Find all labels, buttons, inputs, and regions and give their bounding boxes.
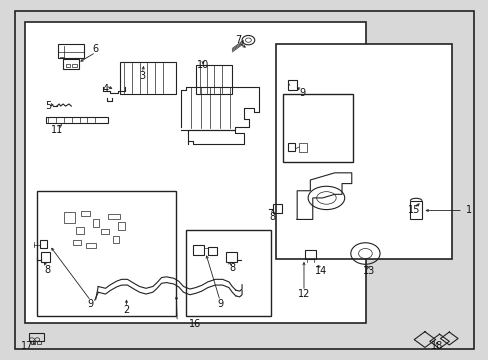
Text: 9: 9 <box>298 88 305 98</box>
Text: 2: 2 <box>123 305 129 315</box>
Bar <box>41 252 50 262</box>
Text: 13: 13 <box>362 266 374 276</box>
Text: 1: 1 <box>465 206 471 216</box>
Text: 18: 18 <box>430 341 442 351</box>
Text: 7: 7 <box>235 35 241 45</box>
Text: 8: 8 <box>269 212 275 221</box>
Bar <box>73 240 81 244</box>
Bar <box>276 44 451 259</box>
Bar <box>120 62 176 94</box>
Text: 5: 5 <box>45 102 52 112</box>
Bar <box>118 222 124 230</box>
Bar <box>207 247 216 255</box>
Text: 8: 8 <box>44 265 50 275</box>
Bar <box>282 94 352 162</box>
Text: 12: 12 <box>297 289 309 299</box>
Text: 3: 3 <box>139 71 145 81</box>
Bar <box>29 333 43 341</box>
Bar <box>37 191 176 316</box>
Bar <box>40 240 47 248</box>
Bar <box>37 341 41 343</box>
Bar <box>25 22 366 323</box>
Bar <box>409 201 421 220</box>
Bar <box>272 204 281 213</box>
Text: 8: 8 <box>229 263 235 273</box>
Text: 16: 16 <box>188 319 201 329</box>
Text: 10: 10 <box>197 60 209 70</box>
Bar <box>195 64 232 94</box>
Text: 6: 6 <box>93 44 99 54</box>
Text: 15: 15 <box>407 206 420 216</box>
Bar <box>288 80 297 90</box>
Bar <box>113 236 119 243</box>
Bar <box>64 212 75 223</box>
Text: 11: 11 <box>51 125 63 135</box>
Bar <box>225 252 236 262</box>
Bar <box>101 229 109 234</box>
Bar <box>185 230 271 316</box>
Bar <box>108 214 120 220</box>
Text: 14: 14 <box>315 266 327 276</box>
Bar <box>305 249 316 259</box>
Bar <box>31 341 35 343</box>
Text: 4: 4 <box>102 84 108 94</box>
Text: 17: 17 <box>21 341 34 351</box>
Bar <box>81 211 90 216</box>
Text: 9: 9 <box>88 299 94 309</box>
Bar <box>93 220 99 226</box>
Bar <box>58 44 83 58</box>
Bar <box>86 243 96 248</box>
Text: 9: 9 <box>217 299 223 309</box>
Bar <box>288 143 295 151</box>
Bar <box>76 227 84 234</box>
Bar <box>65 64 70 67</box>
Bar <box>63 59 79 69</box>
Bar <box>72 64 77 67</box>
Bar <box>45 117 108 123</box>
Bar <box>299 143 306 152</box>
Bar <box>193 244 203 255</box>
